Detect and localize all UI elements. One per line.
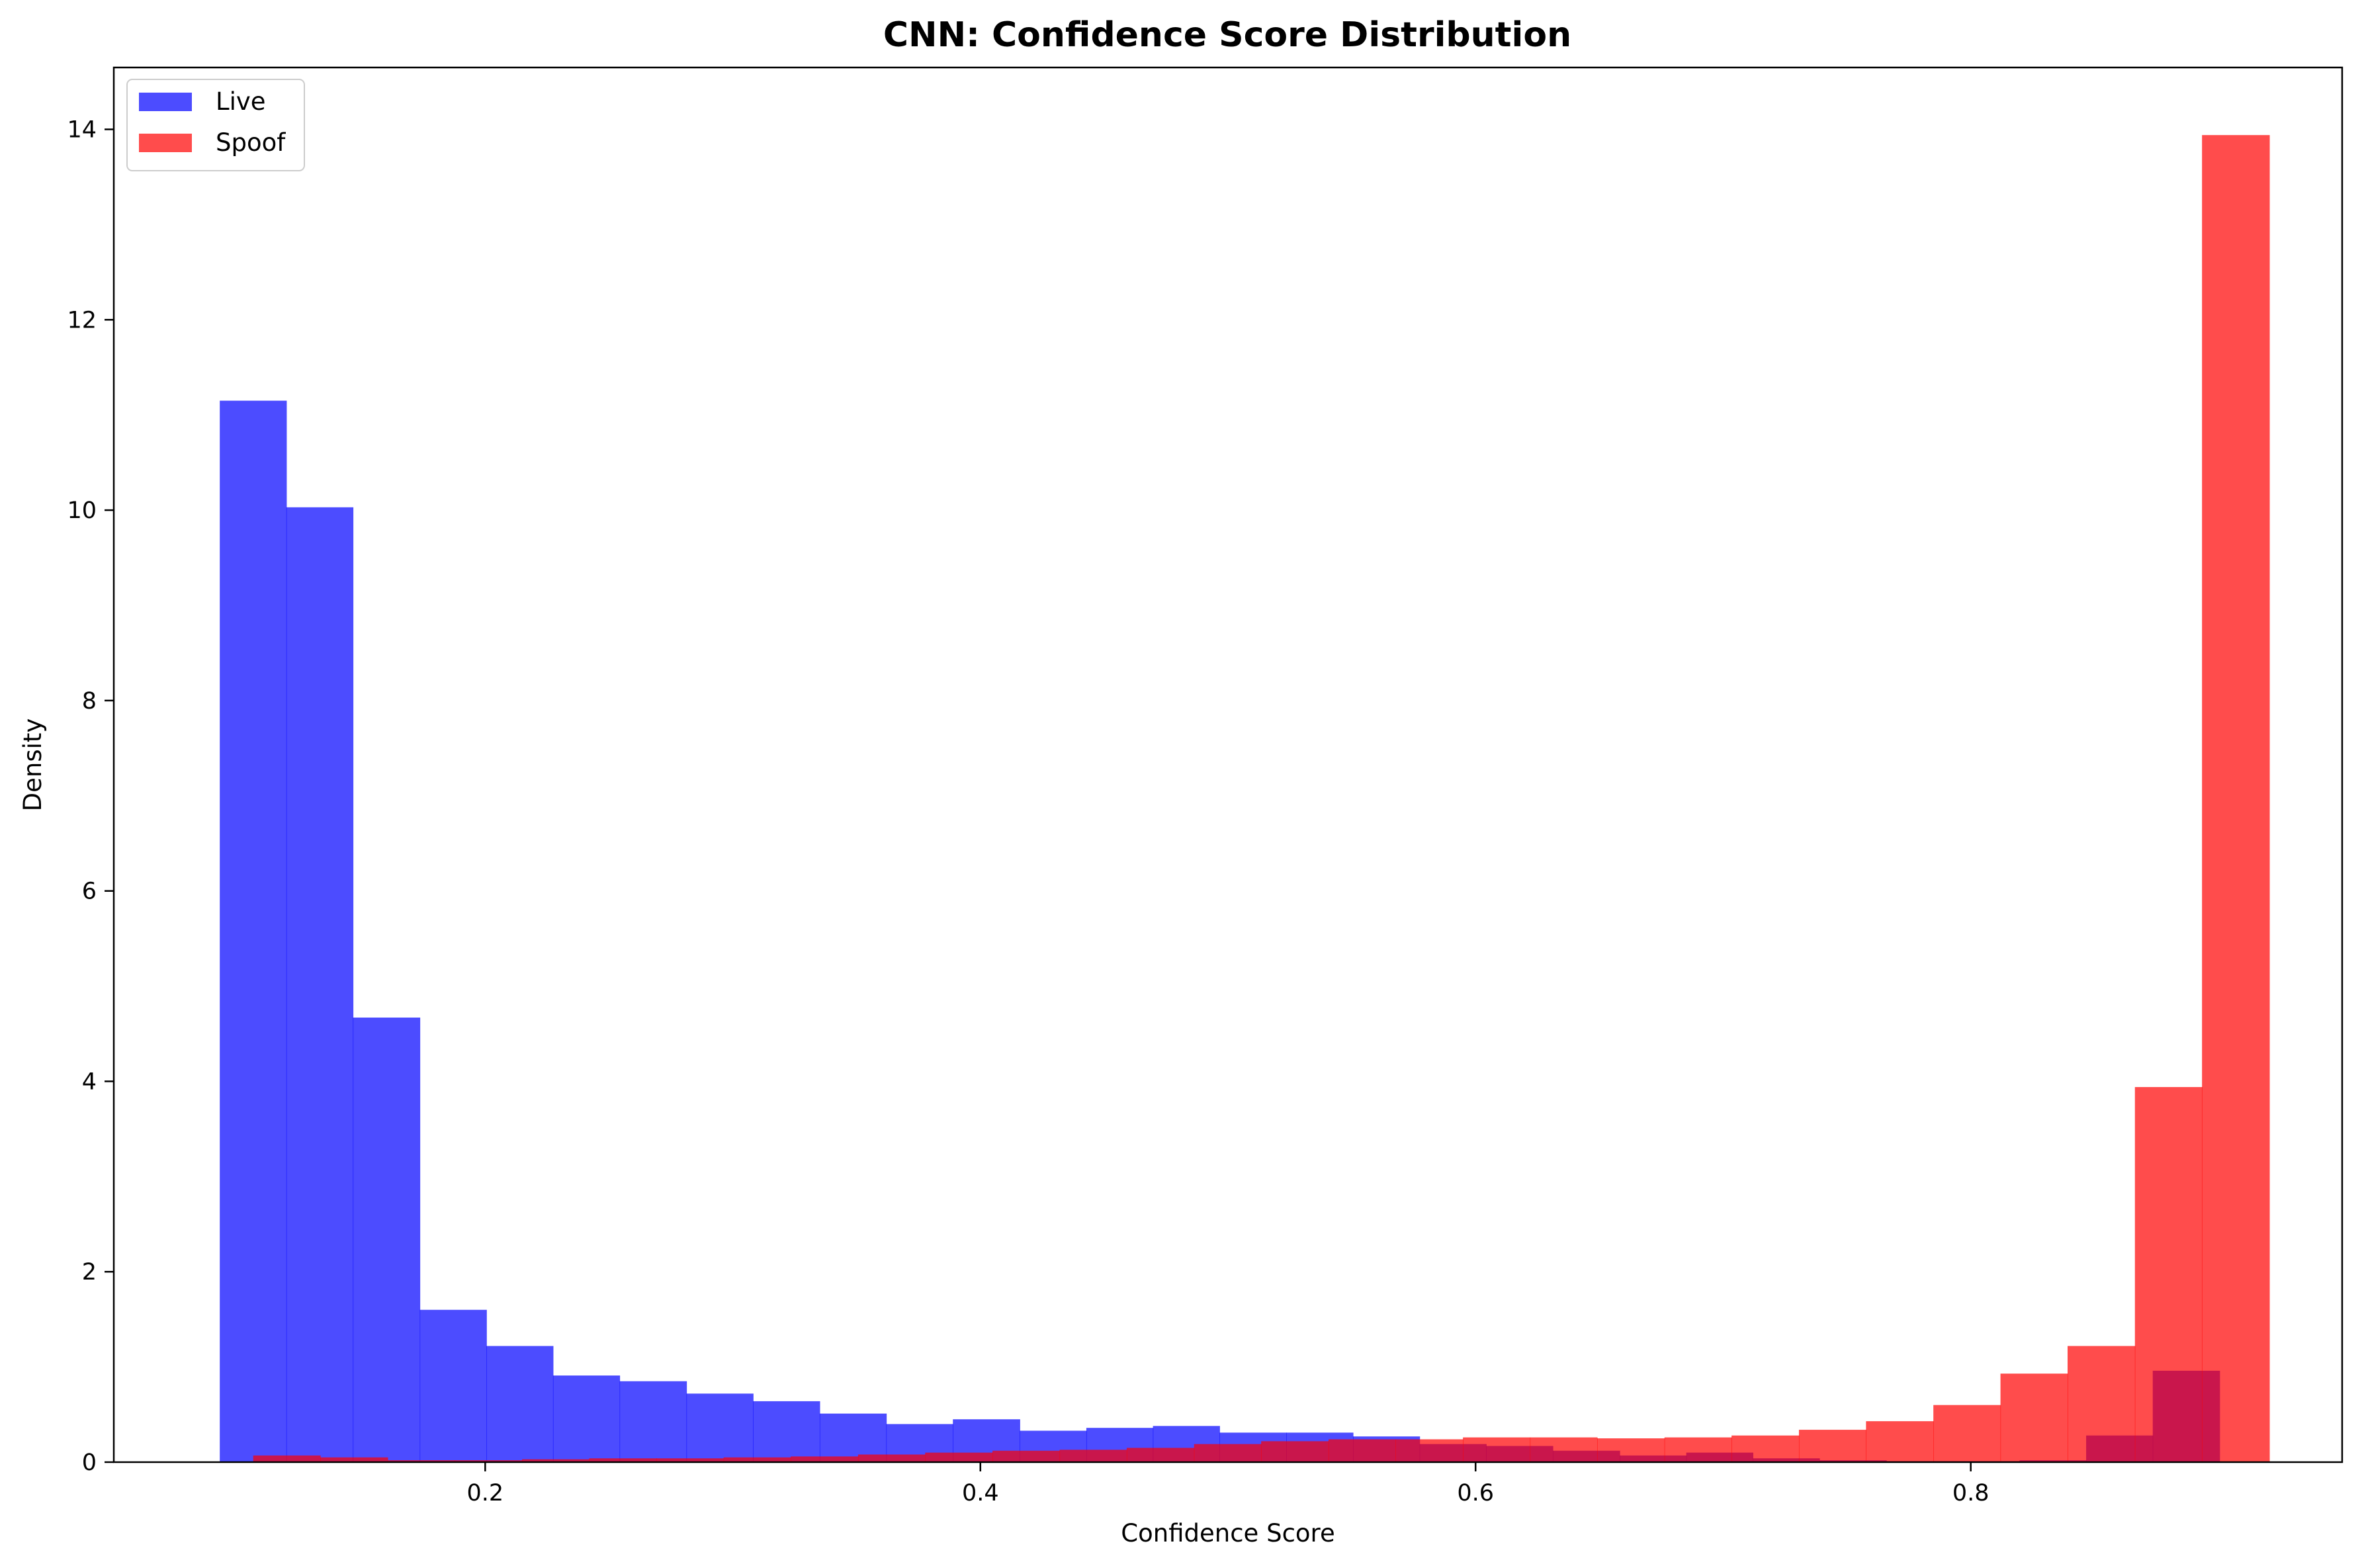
bar-spoof-1 <box>320 1457 388 1462</box>
y-tick-label: 2 <box>82 1259 97 1285</box>
x-tick-label: 0.6 <box>1457 1480 1494 1506</box>
bar-live-0 <box>220 400 287 1463</box>
bar-spoof-3 <box>455 1460 523 1462</box>
bar-spoof-10 <box>925 1452 993 1462</box>
bar-spoof-14 <box>1194 1444 1262 1462</box>
x-tick-label: 0.4 <box>962 1480 999 1506</box>
plot-frame <box>112 66 2343 1463</box>
bar-spoof-12 <box>1059 1450 1127 1462</box>
y-tick-label: 6 <box>82 879 97 905</box>
bar-live-1 <box>286 507 354 1463</box>
x-axis-label: Confidence Score <box>1121 1519 1334 1547</box>
bar-spoof-13 <box>1126 1448 1195 1462</box>
bar-spoof-15 <box>1261 1441 1329 1462</box>
bar-spoof-27 <box>2067 1346 2136 1462</box>
x-tick-label: 0.2 <box>466 1480 503 1506</box>
x-tick-label: 0.8 <box>1952 1480 1990 1506</box>
bar-spoof-11 <box>992 1450 1061 1462</box>
legend-swatch-spoof <box>139 134 192 152</box>
legend-label-live: Live <box>216 87 266 116</box>
y-axis-label: Density <box>19 719 47 812</box>
legend-label-spoof: Spoof <box>216 128 286 157</box>
bar-spoof-7 <box>723 1457 791 1462</box>
bar-spoof-24 <box>1866 1421 1934 1462</box>
bar-live-8 <box>753 1401 820 1462</box>
y-tick-label: 10 <box>67 498 97 524</box>
y-axis-ticks: 0 2 4 6 8 10 12 14 <box>67 117 114 1476</box>
legend-swatch-live <box>139 93 192 111</box>
bar-live-7 <box>686 1393 754 1462</box>
y-tick-label: 12 <box>67 307 97 333</box>
bar-spoof-5 <box>589 1458 657 1462</box>
x-axis-ticks: 0.2 0.4 0.6 0.8 <box>466 1462 1990 1506</box>
y-tick-label: 8 <box>82 688 97 715</box>
bar-live-5 <box>552 1375 621 1462</box>
histogram-bars <box>220 135 2270 1463</box>
bar-spoof-4 <box>522 1459 590 1462</box>
bar-spoof-23 <box>1798 1430 1866 1462</box>
bar-live-4 <box>486 1346 554 1462</box>
bar-spoof-2 <box>387 1460 455 1462</box>
bar-spoof-19 <box>1530 1437 1598 1462</box>
bar-spoof-22 <box>1731 1435 1800 1462</box>
bar-spoof-21 <box>1664 1437 1732 1462</box>
bar-spoof-17 <box>1395 1439 1464 1462</box>
chart-title: CNN: Confidence Score Distribution <box>883 15 1571 55</box>
bar-spoof-26 <box>2000 1373 2068 1462</box>
series-spoof <box>253 135 2270 1462</box>
bar-spoof-16 <box>1328 1439 1396 1462</box>
series-live <box>220 400 2220 1463</box>
legend: Live Spoof <box>126 79 305 171</box>
bar-spoof-8 <box>791 1456 859 1462</box>
y-tick-label: 4 <box>82 1068 97 1095</box>
bar-live-3 <box>419 1309 487 1462</box>
bar-spoof-6 <box>656 1458 724 1462</box>
bar-spoof-9 <box>857 1454 926 1462</box>
bar-spoof-29 <box>2202 135 2270 1462</box>
bar-spoof-20 <box>1597 1438 1665 1462</box>
bar-live-6 <box>619 1381 687 1462</box>
bar-spoof-25 <box>1933 1405 2001 1462</box>
bar-live-2 <box>353 1018 421 1462</box>
bar-spoof-28 <box>2134 1087 2203 1462</box>
bar-spoof-0 <box>253 1455 321 1462</box>
bar-live-9 <box>819 1413 887 1462</box>
bar-spoof-18 <box>1463 1437 1531 1462</box>
y-tick-label: 14 <box>67 117 97 144</box>
y-tick-label: 0 <box>82 1450 97 1476</box>
